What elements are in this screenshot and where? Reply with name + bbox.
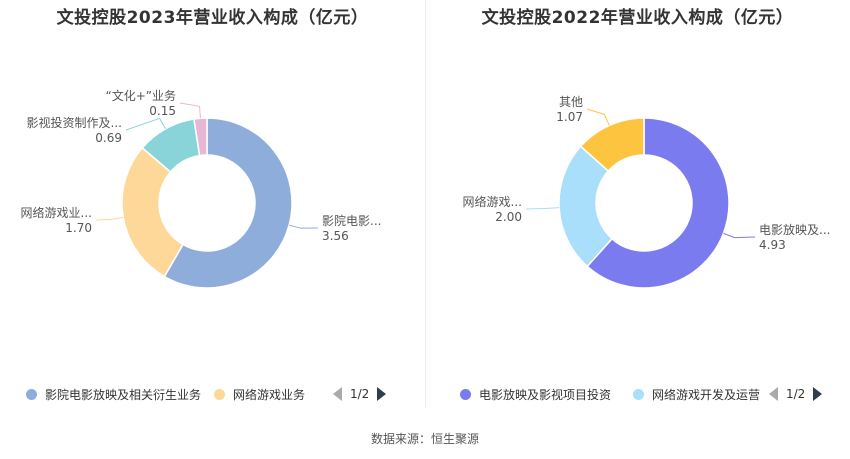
slice-value-label: 0.69 (95, 131, 122, 145)
data-source-note: 数据来源：恒生聚源 (370, 432, 479, 446)
slice-label: 网络游戏... (463, 194, 522, 209)
donut-chart-2023: 影院电影...3.56 网络游戏业...1.70 影视投资制作及...0.69 “文化… (21, 88, 381, 289)
slice-label: 其他 (559, 95, 583, 109)
legend-label: 电影放映及影视项目投资 (479, 387, 612, 402)
chart-title: 文投控股2022年营业收入构成（亿元） (481, 8, 794, 28)
legend-swatch (214, 388, 225, 400)
chart-title: 文投控股2023年营业收入构成（亿元） (56, 8, 369, 28)
donut-slice[interactable] (193, 117, 208, 157)
legend-item[interactable]: 电影放映及影视项目投资 (460, 385, 611, 403)
legend-prev-icon[interactable] (333, 387, 342, 401)
legend-next-icon[interactable] (813, 387, 823, 401)
slice-leader-line (95, 216, 124, 221)
donut-slice[interactable] (579, 117, 645, 173)
legend-pager: 1/2 (333, 384, 387, 404)
legend-swatch (26, 388, 37, 400)
legend-item[interactable]: 网络游戏业务 (214, 385, 305, 403)
slice-value-label: 3.56 (322, 229, 349, 243)
slice-leader-line (179, 102, 201, 119)
slice-label: “文化+”业务 (106, 88, 177, 103)
donut-chart-2022: 电影放映及...4.93 网络游戏...2.00 其他1.07 (463, 95, 830, 289)
donut-slice[interactable] (163, 117, 293, 289)
chart-2022-panel: 文投控股2022年营业收入构成（亿元） 电影放映及... 4.93 网络游戏... 2… (425, 0, 850, 410)
slice-label: 影视投资制作及... (27, 115, 122, 130)
legend-next-icon[interactable] (377, 387, 387, 401)
legend-swatch (633, 388, 644, 400)
slice-leader-line (125, 117, 166, 131)
legend-label: 影院电影放映及相关衍生业务 (45, 387, 202, 402)
legend-item[interactable]: 影院电影放映及相关衍生业务 (26, 385, 201, 403)
slice-value-label: 1.07 (556, 110, 583, 124)
slice-label: 影院电影... (322, 214, 381, 228)
chart-2023-panel: 文投控股2023年营业收入构成（亿元） 影院电影... 3.56 网络游戏业... 1… (0, 0, 425, 410)
legend-label: 网络游戏开发及运营 (652, 387, 761, 402)
legend-item[interactable]: 网络游戏开发及运营 (633, 385, 760, 403)
slice-leader-line (525, 207, 560, 210)
slice-label: 网络游戏业... (21, 205, 92, 220)
legend-pager: 1/2 (769, 384, 823, 404)
slice-leader-line (586, 108, 610, 126)
chart-legend: 影院电影放映及相关衍生业务 网络游戏业务 1/2 (0, 383, 425, 405)
legend-swatch (460, 388, 471, 400)
slice-value-label: 4.93 (759, 238, 786, 252)
slice-leader-line (723, 232, 756, 239)
slice-label: 电影放映及... (759, 222, 830, 237)
legend-prev-icon[interactable] (769, 387, 778, 401)
chart-legend: 电影放映及影视项目投资 网络游戏开发及运营 1/2 (425, 383, 850, 405)
panel-divider (425, 0, 426, 408)
slice-value-label: 0.15 (149, 104, 176, 118)
donut-slice[interactable] (121, 146, 184, 278)
legend-page-indicator: 1/2 (350, 387, 370, 401)
donut-slice[interactable] (586, 117, 730, 289)
slice-value-label: 2.00 (495, 210, 522, 224)
slice-value-label: 1.70 (65, 221, 92, 235)
legend-page-indicator: 1/2 (786, 387, 806, 401)
slice-leader-line (288, 224, 319, 229)
legend-label: 网络游戏业务 (233, 387, 306, 402)
